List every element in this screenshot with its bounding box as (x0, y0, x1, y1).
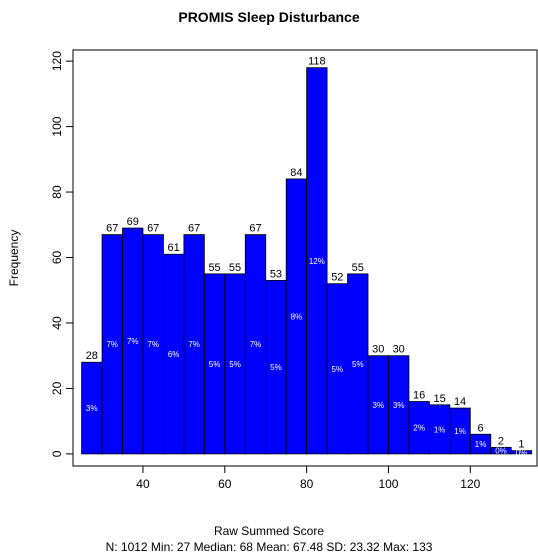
bar-count-label: 30 (372, 344, 384, 356)
bar-count-label: 55 (229, 262, 241, 274)
bar-count-label: 16 (413, 390, 425, 402)
bar-percent-label: 3% (393, 401, 405, 410)
bar-percent-label: 3% (372, 401, 384, 410)
bar (469, 433, 492, 455)
bar-count-label: 28 (86, 350, 98, 362)
x-tick-label: 100 (378, 477, 398, 491)
bar-percent-label: 1% (434, 425, 446, 434)
bar-count-label: 61 (168, 242, 180, 254)
footnote: N: 1012 Min: 27 Median: 68 Mean: 67.48 S… (106, 540, 433, 554)
bar-percent-label: 5% (332, 365, 344, 374)
bar-percent-label: 7% (250, 340, 262, 349)
bar-count-label: 67 (249, 223, 261, 235)
y-tick-label: 120 (50, 51, 64, 71)
bar-percent-label: 7% (127, 337, 139, 346)
bar-percent-label: 7% (188, 340, 200, 349)
bar-percent-label: 5% (229, 360, 241, 369)
bar-percent-label: 7% (147, 340, 159, 349)
bar-count-label: 118 (308, 56, 326, 68)
x-tick-label: 80 (300, 477, 314, 491)
x-axis-label: Raw Summed Score (214, 524, 324, 538)
bar (449, 407, 471, 455)
x-tick-label: 40 (136, 477, 150, 491)
bar-count-label: 14 (454, 396, 466, 408)
bar-count-label: 67 (147, 223, 159, 235)
bar-count-label: 69 (127, 216, 139, 228)
bar-percent-label: 0% (495, 447, 507, 456)
bar-percent-label: 5% (209, 360, 221, 369)
bar-percent-label: 5% (270, 363, 282, 372)
bar-percent-label: 3% (86, 404, 98, 413)
y-tick-label: 60 (50, 251, 64, 265)
chart-title: PROMIS Sleep Disturbance (178, 9, 359, 25)
bar-percent-label: 8% (291, 312, 303, 321)
bar-percent-label: 5% (352, 360, 364, 369)
y-tick-label: 100 (50, 116, 64, 136)
bar-percent-label: 6% (168, 350, 180, 359)
bar-count-label: 55 (208, 262, 220, 274)
bar-count-label: 6 (477, 422, 483, 434)
bar-percent-label: 7% (106, 340, 118, 349)
bar-count-label: 1 (518, 439, 524, 451)
bar-count-label: 67 (188, 223, 200, 235)
y-tick-label: 40 (50, 316, 64, 330)
bar (306, 67, 328, 455)
y-tick-label: 20 (50, 381, 64, 395)
bar-percent-label: 0% (516, 448, 528, 457)
bar-count-label: 30 (393, 344, 405, 356)
bar-count-label: 15 (433, 393, 445, 405)
y-axis-label: Frequency (7, 230, 21, 287)
x-tick-label: 120 (460, 477, 480, 491)
bar (510, 450, 533, 455)
bar-percent-label: 12% (309, 257, 325, 266)
bar-count-label: 2 (498, 435, 504, 447)
x-tick-label: 60 (218, 477, 232, 491)
bar-percent-label: 1% (454, 427, 466, 436)
bar-count-label: 84 (290, 167, 302, 179)
bar-count-label: 53 (270, 268, 282, 280)
y-tick-label: 0 (50, 450, 64, 457)
bar-count-label: 55 (352, 262, 364, 274)
y-tick-label: 80 (50, 185, 64, 199)
bar-percent-label: 2% (413, 424, 425, 433)
bar-count-label: 67 (106, 223, 118, 235)
bar-count-label: 52 (331, 272, 343, 284)
bar-percent-label: 1% (475, 440, 487, 449)
